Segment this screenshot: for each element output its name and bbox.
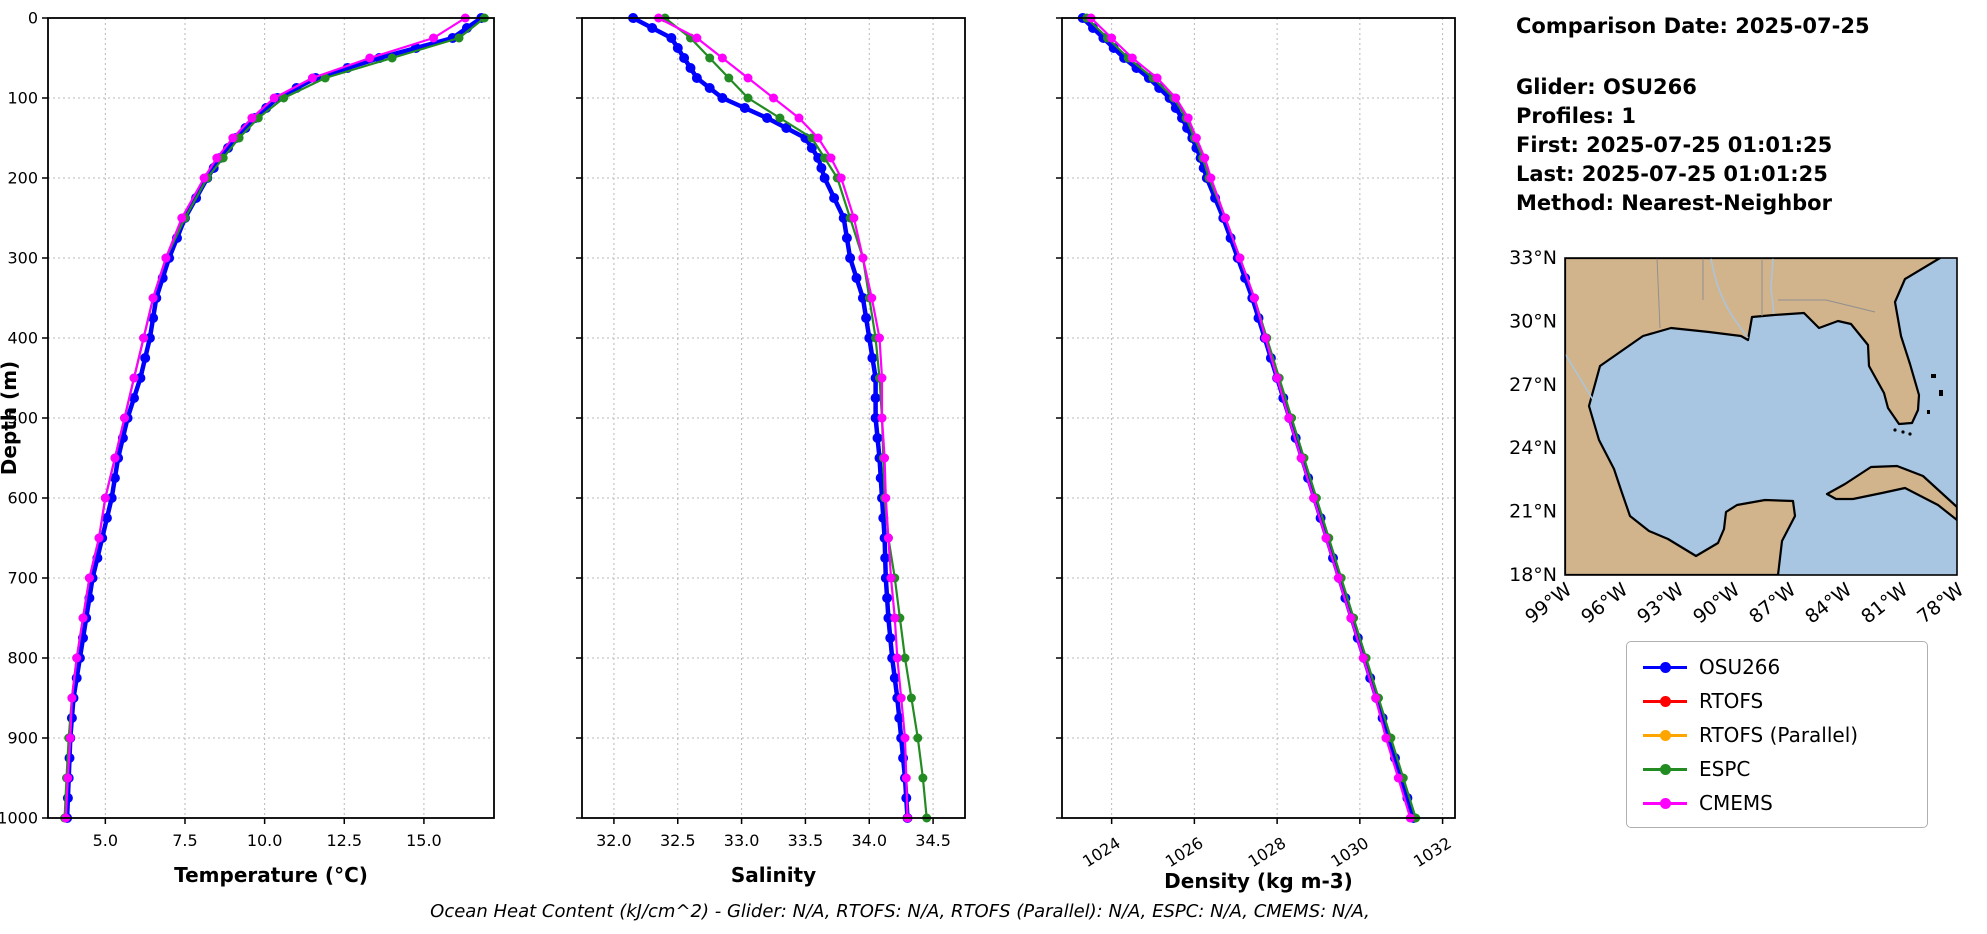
small-islands xyxy=(1893,374,1943,436)
info-panel: Comparison Date: 2025-07-25 Glider: OSU2… xyxy=(1516,12,1981,218)
gridlines xyxy=(1062,17,1455,819)
svg-text:500: 500 xyxy=(7,409,38,428)
svg-text:1024: 1024 xyxy=(1079,833,1124,871)
ocean-heat-content-caption: Ocean Heat Content (kJ/cm^2) - Glider: N… xyxy=(430,901,1370,922)
axis-ticks: 5.0 7.5 10.0 12.5 15.0 0 100 200 300 400 500 600 700… xyxy=(0,9,442,851)
comparison-date-text: Comparison Date: 2025-07-25 xyxy=(1516,14,1870,38)
legend-line-marker-sample xyxy=(1643,796,1687,810)
legend-item-osu266: OSU266 xyxy=(1643,654,1911,679)
legend-line-marker-sample xyxy=(1643,728,1687,742)
svg-text:10.0: 10.0 xyxy=(247,831,283,850)
legend-item-rtofs-parallel: RTOFS (Parallel) xyxy=(1643,722,1911,747)
svg-text:1028: 1028 xyxy=(1245,833,1290,871)
svg-text:800: 800 xyxy=(7,649,38,668)
lat-tick-label: 18°N xyxy=(1509,564,1557,586)
svg-text:1000: 1000 xyxy=(0,809,38,828)
svg-text:34.5: 34.5 xyxy=(915,831,951,850)
method-text: Method: Nearest-Neighbor xyxy=(1516,191,1832,215)
lon-tick-label: 90°W xyxy=(1689,578,1744,628)
svg-text:1030: 1030 xyxy=(1327,833,1372,871)
x-axis-label: Salinity xyxy=(731,863,816,887)
glider-name-text: Glider: OSU266 xyxy=(1516,75,1697,99)
svg-text:32.0: 32.0 xyxy=(596,831,632,850)
land-mainland xyxy=(1565,258,1942,575)
svg-text:5.0: 5.0 xyxy=(93,831,118,850)
gridlines xyxy=(48,17,494,819)
profile-charts: 5.0 7.5 10.0 12.5 15.0 0 100 200 300 400 500 600 700… xyxy=(0,9,1456,893)
lat-tick-label: 21°N xyxy=(1509,501,1557,523)
legend-label: CMEMS xyxy=(1699,790,1773,815)
x-axis-label: Density (kg m-3) xyxy=(1164,869,1353,893)
svg-text:600: 600 xyxy=(7,489,38,508)
lon-tick-label: 81°W xyxy=(1857,578,1912,628)
profile-plot-salinity: 32.0 32.5 33.0 33.5 34.0 34.5 Salinity xyxy=(576,13,966,887)
profiles-count-text: Profiles: 1 xyxy=(1516,104,1637,128)
map-land-layer xyxy=(1565,258,1957,575)
island-cuba xyxy=(1825,464,1957,522)
svg-text:33.5: 33.5 xyxy=(788,831,824,850)
legend-item-cmems: CMEMS xyxy=(1643,790,1911,815)
lat-tick-label: 30°N xyxy=(1509,310,1557,332)
svg-text:12.5: 12.5 xyxy=(326,831,362,850)
svg-text:1032: 1032 xyxy=(1410,833,1455,871)
first-profile-time-text: First: 2025-07-25 01:01:25 xyxy=(1516,133,1833,157)
lat-tick-label: 24°N xyxy=(1509,437,1557,459)
lon-tick-label: 96°W xyxy=(1577,578,1632,628)
map-lon-labels: 99°W 96°W 93°W 90°W 87°W 84°W 81°W 78°W xyxy=(1521,578,1968,628)
svg-text:700: 700 xyxy=(7,569,38,588)
lat-tick-label: 27°N xyxy=(1509,374,1557,396)
gulf-of-mexico-map: 33°N 30°N 27°N 24°N 21°N 18°N 99°W 96°W 93°W 90°… xyxy=(1509,250,1968,628)
profile-plot-temperature-c: 5.0 7.5 10.0 12.5 15.0 0 100 200 300 400 500 600 700… xyxy=(0,9,495,887)
svg-text:200: 200 xyxy=(7,169,38,188)
y-axis-label: Depth (m) xyxy=(0,361,21,475)
axis-ticks: 1024 1026 1028 1030 1032 xyxy=(1056,17,1455,871)
legend-label: ESPC xyxy=(1699,756,1751,781)
legend-label: RTOFS (Parallel) xyxy=(1699,722,1859,747)
legend-line-marker-sample xyxy=(1643,762,1687,776)
svg-text:0: 0 xyxy=(28,9,38,28)
series-cmems xyxy=(61,13,470,823)
svg-text:32.5: 32.5 xyxy=(660,831,696,850)
map-lat-labels: 33°N 30°N 27°N 24°N 21°N 18°N xyxy=(1509,250,1557,586)
svg-text:7.5: 7.5 xyxy=(172,831,197,850)
svg-text:34.0: 34.0 xyxy=(851,831,887,850)
svg-text:900: 900 xyxy=(7,729,38,748)
last-profile-time-text: Last: 2025-07-25 01:01:25 xyxy=(1516,162,1828,186)
legend-line-marker-sample xyxy=(1643,694,1687,708)
lon-tick-label: 78°W xyxy=(1913,578,1968,628)
rivers xyxy=(1565,258,1775,409)
series-osu266 xyxy=(628,13,913,823)
legend-label: RTOFS xyxy=(1699,688,1764,713)
legend: OSU266 RTOFS RTOFS (Parallel) ESPC CMEMS xyxy=(1626,641,1928,828)
svg-text:15.0: 15.0 xyxy=(406,831,442,850)
svg-text:400: 400 xyxy=(7,329,38,348)
svg-text:300: 300 xyxy=(7,249,38,268)
legend-label: OSU266 xyxy=(1699,654,1781,679)
svg-text:33.0: 33.0 xyxy=(724,831,760,850)
legend-item-espc: ESPC xyxy=(1643,756,1911,781)
legend-item-rtofs: RTOFS xyxy=(1643,688,1911,713)
info-gap xyxy=(1516,41,1981,73)
lon-tick-label: 84°W xyxy=(1801,578,1856,628)
svg-text:100: 100 xyxy=(7,89,38,108)
lat-tick-label: 33°N xyxy=(1509,250,1557,269)
lon-tick-label: 93°W xyxy=(1633,578,1688,628)
state-borders xyxy=(1656,258,1876,329)
svg-text:1026: 1026 xyxy=(1162,833,1207,871)
series-cmems xyxy=(1086,13,1415,823)
profile-plot-density-kg-m-3: 1024 1026 1028 1030 1032 Density (kg m-3) xyxy=(1056,13,1456,893)
legend-line-marker-sample xyxy=(1643,660,1687,674)
map-frame xyxy=(1564,257,1958,576)
x-axis-label: Temperature (°C) xyxy=(174,863,368,887)
axis-ticks: 32.0 32.5 33.0 33.5 34.0 34.5 xyxy=(576,17,951,850)
lon-tick-label: 87°W xyxy=(1745,578,1800,628)
